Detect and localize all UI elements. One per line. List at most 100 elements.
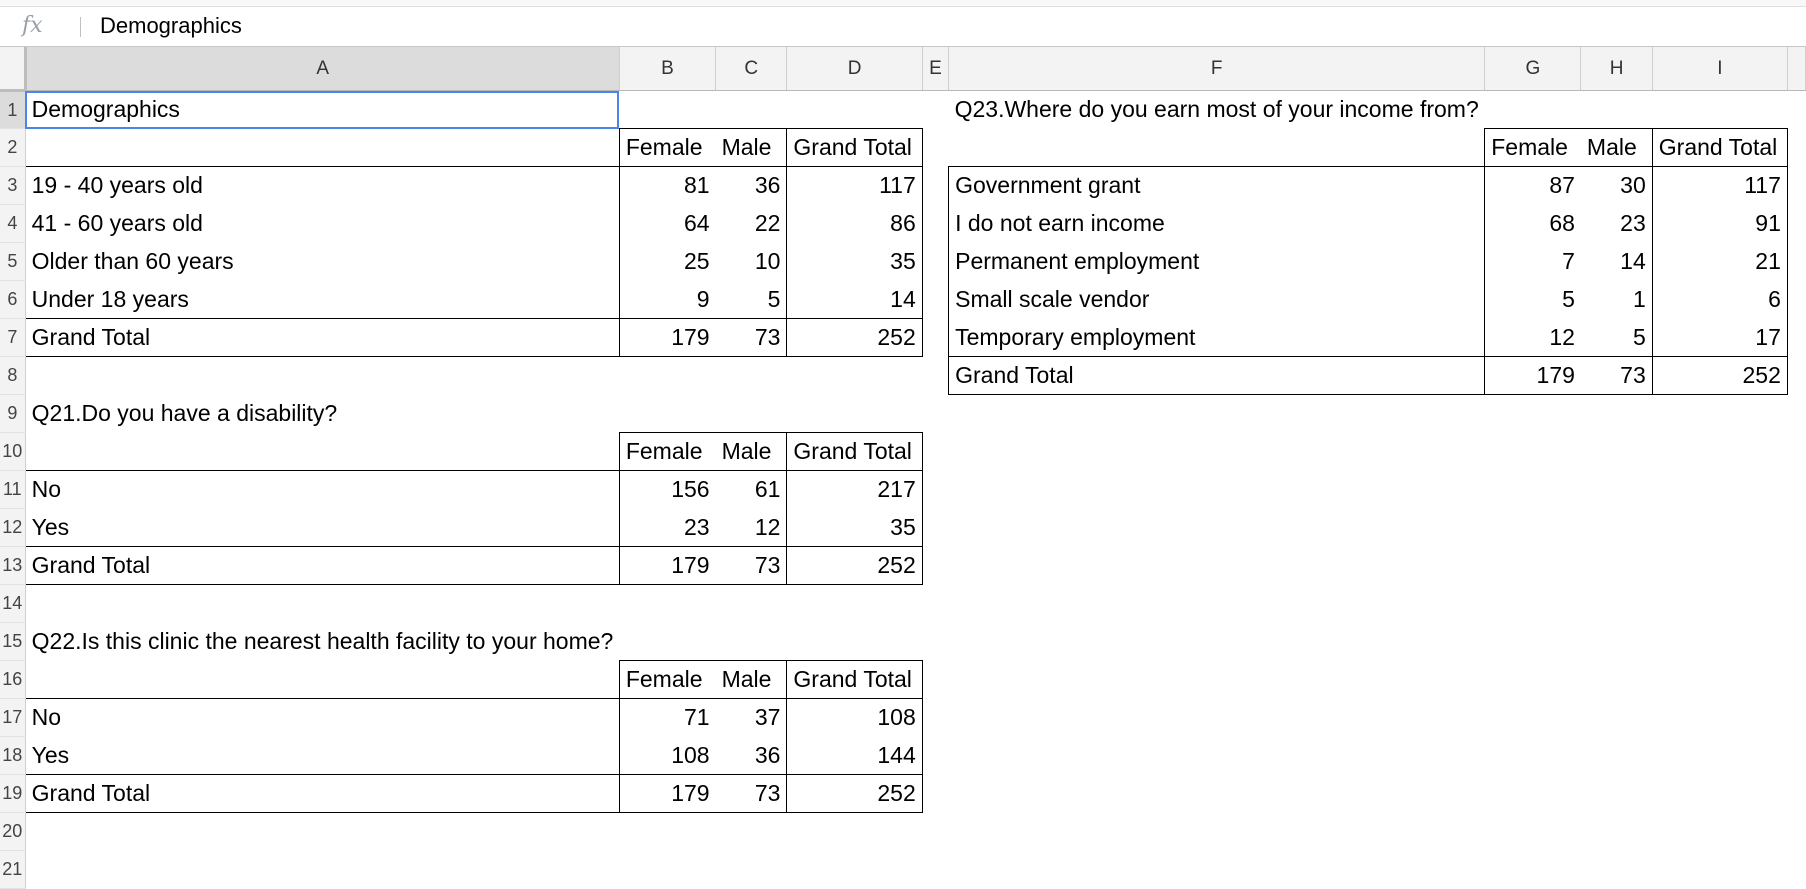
q22-title-cell[interactable]: Q22.Is this clinic the nearest health fa… — [31, 628, 614, 654]
cell-a2[interactable] — [25, 128, 620, 167]
q22-value-male[interactable]: 36 — [754, 741, 781, 768]
q23-total-female[interactable]: 179 — [1484, 356, 1581, 395]
cell-j9[interactable] — [1787, 395, 1805, 433]
cell-e17[interactable] — [922, 699, 948, 737]
q22-row-label[interactable]: Yes — [25, 736, 620, 775]
cell-e16[interactable] — [922, 661, 948, 699]
demographics-value-female[interactable]: 25 — [683, 248, 710, 274]
q21-total-grand[interactable]: 252 — [786, 546, 923, 585]
cell-f11[interactable] — [949, 471, 1485, 509]
cell-j12[interactable] — [1787, 509, 1805, 547]
q23-value-male[interactable]: 14 — [1620, 248, 1646, 274]
cell-e2[interactable] — [922, 129, 948, 167]
cell-f14[interactable] — [949, 585, 1485, 623]
cell-f21[interactable] — [949, 851, 1485, 889]
demographics-total-grand[interactable]: 252 — [786, 318, 923, 357]
q23-total-male[interactable]: 73 — [1580, 356, 1653, 395]
demographics-header-male[interactable]: Male — [715, 128, 787, 167]
q21-value-male[interactable]: 12 — [754, 513, 781, 540]
column-header-f[interactable]: F — [948, 47, 1486, 91]
cell-h10[interactable] — [1581, 433, 1652, 471]
demographics-value-female[interactable]: 9 — [696, 285, 710, 312]
q23-row-label[interactable]: Permanent employment — [948, 242, 1486, 281]
row-header-11[interactable]: 11 — [0, 470, 26, 509]
cell-j13[interactable] — [1787, 547, 1805, 585]
cell-c15[interactable] — [716, 623, 787, 661]
cell-e19[interactable] — [922, 775, 948, 813]
demographics-total-female[interactable]: 179 — [619, 318, 716, 357]
q21-header-female[interactable]: Female — [619, 432, 716, 471]
q23-value-male[interactable]: 5 — [1632, 323, 1646, 350]
cell-f15[interactable] — [949, 623, 1485, 661]
q23-value-male[interactable]: 1 — [1632, 286, 1646, 312]
cell-j21[interactable] — [1787, 851, 1805, 889]
cell-i10[interactable] — [1652, 433, 1787, 471]
q21-value-female[interactable]: 23 — [683, 513, 710, 540]
cell-h9[interactable] — [1581, 395, 1652, 433]
q21-value-female[interactable]: 156 — [671, 476, 710, 503]
cell-d15[interactable] — [787, 623, 922, 661]
cell-g19[interactable] — [1485, 775, 1581, 813]
column-header-c[interactable]: C — [715, 47, 788, 91]
cell-f2[interactable] — [948, 128, 1486, 167]
q23-row-label[interactable]: Government grant — [948, 166, 1486, 205]
demographics-value-total[interactable]: 117 — [786, 166, 923, 205]
q23-value-female[interactable]: 12 — [1549, 323, 1575, 350]
row-header-6[interactable]: 6 — [0, 280, 26, 319]
cell-h21[interactable] — [1581, 851, 1652, 889]
row-header-8[interactable]: 8 — [0, 356, 26, 395]
demographics-value-male[interactable]: 22 — [754, 210, 781, 236]
q23-value-female[interactable]: 7 — [1562, 248, 1575, 274]
cell-f19[interactable] — [949, 775, 1485, 813]
q23-value-male[interactable]: 30 — [1620, 172, 1646, 199]
q21-value-total[interactable]: 217 — [786, 470, 923, 509]
row-header-17[interactable]: 17 — [0, 698, 26, 737]
cell-j16[interactable] — [1787, 661, 1805, 699]
q23-value-female[interactable]: 5 — [1562, 286, 1575, 312]
cell-j2[interactable] — [1787, 129, 1805, 167]
cell-e6[interactable] — [922, 281, 948, 319]
cell-g18[interactable] — [1485, 737, 1581, 775]
cell-g10[interactable] — [1485, 433, 1581, 471]
cell-b8[interactable] — [619, 357, 715, 395]
q23-total-label[interactable]: Grand Total — [948, 356, 1486, 395]
q23-row-label[interactable]: Small scale vendor — [948, 280, 1486, 319]
q21-header-grand-total[interactable]: Grand Total — [786, 432, 923, 471]
demographics-value-female[interactable]: 81 — [683, 172, 710, 199]
cell-f10[interactable] — [949, 433, 1485, 471]
cell-b20[interactable] — [619, 813, 715, 851]
cell-e14[interactable] — [922, 585, 948, 623]
cell-e8[interactable] — [922, 357, 948, 395]
cell-j10[interactable] — [1787, 433, 1805, 471]
cell-e4[interactable] — [922, 205, 948, 243]
q23-total-grand[interactable]: 252 — [1651, 356, 1788, 395]
q21-row-label[interactable]: No — [25, 470, 620, 509]
cell-a16[interactable] — [25, 660, 620, 699]
column-header-extra[interactable] — [1787, 47, 1806, 91]
demographics-value-total[interactable]: 86 — [786, 204, 923, 243]
demographics-header-female[interactable]: Female — [619, 128, 716, 167]
cell-j5[interactable] — [1787, 243, 1805, 281]
cell-i1[interactable] — [1652, 91, 1787, 129]
q22-row-label[interactable]: No — [25, 698, 620, 737]
q23-header-grand-total[interactable]: Grand Total — [1651, 128, 1788, 167]
row-header-9[interactable]: 9 — [0, 394, 26, 433]
cell-c1[interactable] — [716, 91, 787, 129]
cell-h12[interactable] — [1581, 509, 1652, 547]
demographics-value-male[interactable]: 5 — [767, 285, 781, 312]
demographics-row-label[interactable]: 19 - 40 years old — [25, 166, 620, 205]
q22-total-female[interactable]: 179 — [619, 774, 716, 813]
cell-h11[interactable] — [1581, 471, 1652, 509]
q21-title-cell[interactable]: Q21.Do you have a disability? — [31, 400, 338, 426]
cell-h1[interactable] — [1581, 91, 1652, 129]
q22-value-female[interactable]: 108 — [671, 741, 710, 768]
cell-a21[interactable] — [25, 851, 619, 889]
demographics-total-label[interactable]: Grand Total — [25, 318, 620, 357]
cell-d1[interactable] — [787, 91, 922, 129]
row-header-15[interactable]: 15 — [0, 622, 26, 661]
cell-i20[interactable] — [1652, 813, 1787, 851]
cell-e10[interactable] — [922, 433, 948, 471]
q23-value-male[interactable]: 23 — [1620, 210, 1646, 236]
cell-h13[interactable] — [1581, 547, 1652, 585]
cell-h19[interactable] — [1581, 775, 1652, 813]
